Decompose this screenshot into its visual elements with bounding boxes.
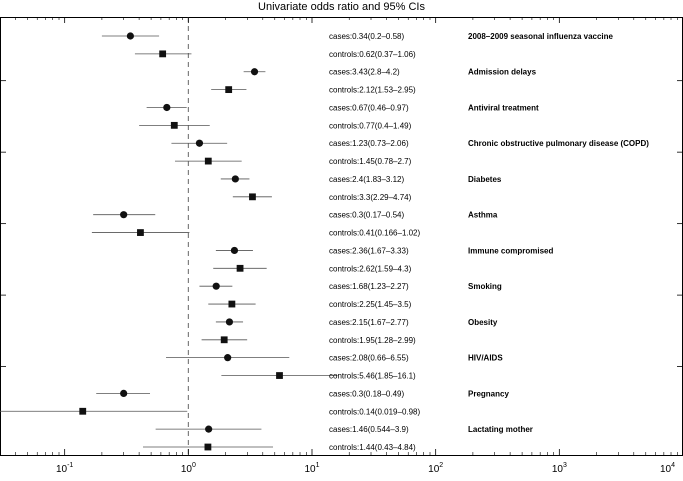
x-tick-label: 103 bbox=[552, 462, 567, 475]
controls-value-label: controls:5.46(1.85–16.1) bbox=[329, 372, 416, 381]
cases-value-label: cases:0.67(0.46–0.97) bbox=[329, 103, 409, 112]
category-label: 2008–2009 seasonal influenza vaccine bbox=[468, 32, 614, 41]
x-tick-exponent: 3 bbox=[563, 462, 567, 469]
x-tick-exponent: -1 bbox=[67, 462, 73, 469]
chart-title: Univariate odds ratio and 95% CIs bbox=[258, 1, 425, 13]
x-tick-exponent: 2 bbox=[439, 462, 443, 469]
cases-value-label: cases:2.4(1.83–3.12) bbox=[329, 175, 404, 184]
x-tick-base: 10 bbox=[428, 464, 440, 475]
x-tick-exponent: 0 bbox=[192, 462, 196, 469]
cases-point bbox=[163, 103, 171, 112]
cases-value-label: cases:0.3(0.18–0.49) bbox=[329, 389, 404, 398]
controls-point bbox=[204, 157, 212, 165]
cases-point bbox=[212, 282, 220, 290]
controls-point bbox=[236, 264, 244, 272]
x-tick-base: 10 bbox=[181, 464, 193, 475]
cases-point bbox=[250, 68, 259, 76]
category-label: Diabetes bbox=[468, 175, 502, 184]
controls-value-label: controls:0.77(0.4–1.49) bbox=[329, 121, 412, 130]
controls-value-label: controls:1.45(0.78–2.7) bbox=[329, 157, 412, 166]
x-tick-base: 10 bbox=[660, 464, 672, 475]
controls-point bbox=[220, 336, 228, 344]
controls-value-label: controls:2.12(1.53–2.95) bbox=[329, 86, 416, 95]
cases-point bbox=[195, 139, 204, 147]
category-label: Asthma bbox=[468, 211, 498, 220]
controls-point bbox=[225, 86, 233, 94]
cases-point bbox=[225, 318, 234, 326]
category-label: Pregnancy bbox=[468, 389, 509, 398]
cases-value-label: cases:2.08(0.66–6.55) bbox=[329, 354, 409, 363]
cases-value-label: cases:1.23(0.73–2.06) bbox=[329, 139, 409, 148]
data-labels-layer: cases:0.34(0.2–0.58) controls:0.62(0.37–1… bbox=[329, 32, 649, 452]
x-tick-exponent: 4 bbox=[671, 462, 675, 469]
cases-value-label: cases:0.34(0.2–0.58) bbox=[329, 32, 404, 41]
x-tick-exponent: 1 bbox=[316, 462, 320, 469]
category-label: Obesity bbox=[468, 318, 498, 327]
cases-value-label: cases:3.43(2.8–4.2) bbox=[329, 68, 400, 77]
x-tick-label: 104 bbox=[660, 462, 675, 475]
data-marks-layer bbox=[0, 32, 338, 451]
cases-value-label: cases:0.3(0.17–0.54) bbox=[329, 211, 404, 220]
controls-value-label: controls:2.25(1.45–3.5) bbox=[329, 300, 412, 309]
x-tick-label: 10-1 bbox=[56, 462, 73, 475]
cases-value-label: cases:1.68(1.23–2.27) bbox=[329, 282, 409, 291]
category-label: HIV/AIDS bbox=[468, 354, 503, 363]
cases-point bbox=[230, 246, 239, 255]
cases-point bbox=[224, 354, 232, 362]
controls-point bbox=[159, 50, 167, 58]
cases-point bbox=[120, 211, 128, 219]
axis-ticks-layer: 10-1 100 101 102 103 104 bbox=[0, 17, 683, 475]
controls-point bbox=[204, 443, 212, 451]
controls-value-label: controls:0.41(0.166–1.02) bbox=[329, 229, 421, 238]
controls-value-label: controls:1.95(1.28–2.99) bbox=[329, 336, 416, 345]
controls-value-label: controls:2.62(1.59–4.3) bbox=[329, 264, 412, 273]
cases-value-label: cases:2.36(1.67–3.33) bbox=[329, 246, 409, 255]
controls-value-label: controls:0.62(0.37–1.06) bbox=[329, 50, 416, 59]
controls-value-label: controls:0.14(0.019–0.98) bbox=[329, 407, 421, 416]
controls-point bbox=[137, 229, 144, 236]
x-tick-base: 10 bbox=[552, 464, 564, 475]
cases-value-label: cases:2.15(1.67–2.77) bbox=[329, 318, 409, 327]
category-label: Admission delays bbox=[468, 68, 537, 77]
x-tick-base: 10 bbox=[56, 464, 68, 475]
cases-point bbox=[205, 425, 213, 433]
controls-point bbox=[228, 300, 236, 308]
category-label: Immune compromised bbox=[468, 246, 553, 255]
x-tick-base: 10 bbox=[304, 464, 316, 475]
cases-point bbox=[126, 32, 134, 40]
x-tick-label: 101 bbox=[304, 462, 319, 475]
cases-point bbox=[231, 175, 239, 183]
controls-value-label: controls:1.44(0.43–4.84) bbox=[329, 443, 416, 452]
category-label: Chronic obstructive pulmonary disease (C… bbox=[468, 139, 649, 148]
category-label: Lactating mother bbox=[468, 425, 533, 434]
cases-value-label: cases:1.46(0.544–3.9) bbox=[329, 425, 409, 434]
controls-point bbox=[79, 407, 87, 415]
x-tick-label: 100 bbox=[181, 462, 196, 475]
category-label: Antiviral treatment bbox=[468, 103, 539, 112]
controls-point bbox=[170, 121, 178, 129]
cases-point bbox=[120, 389, 128, 397]
controls-value-label: controls:3.3(2.29–4.74) bbox=[329, 193, 412, 202]
controls-point bbox=[249, 193, 256, 201]
x-tick-label: 102 bbox=[428, 462, 443, 475]
controls-point bbox=[276, 372, 283, 379]
category-label: Smoking bbox=[468, 282, 502, 291]
